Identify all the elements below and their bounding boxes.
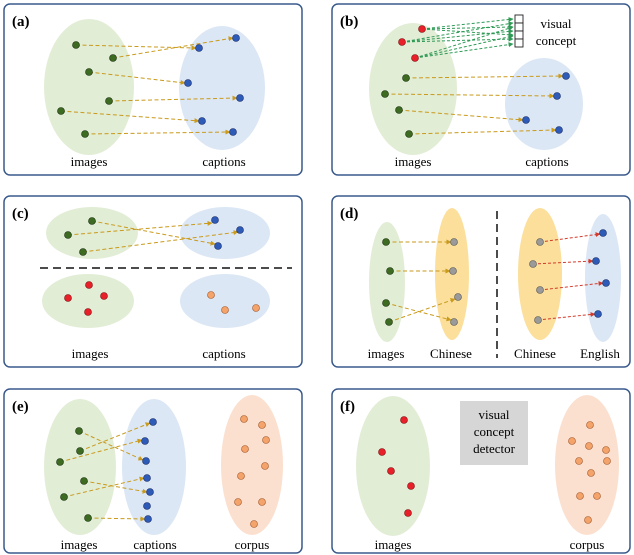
captions-ellipse — [505, 58, 583, 150]
captions-label: captions — [202, 154, 245, 169]
corpus-label: corpus — [570, 537, 605, 552]
alignment-arrows — [384, 73, 564, 135]
captions-ellipse-top — [180, 207, 270, 259]
alignment-arrows — [67, 220, 239, 253]
chinese-dots-left — [449, 238, 462, 326]
alignment-arrows — [385, 239, 456, 323]
images-label: images — [375, 537, 412, 552]
caption-dots — [184, 34, 244, 136]
panel-e: (e) — [3, 388, 303, 554]
captions-ellipse — [122, 399, 186, 535]
images-label: images — [71, 154, 108, 169]
captions-ellipse-bottom — [180, 274, 270, 328]
english-ellipse — [585, 214, 621, 342]
panel-a: (a) images captions — [3, 3, 303, 176]
english-label: English — [580, 346, 620, 361]
red-image-dots — [378, 416, 415, 517]
caption-dots — [141, 418, 157, 523]
alignment-arrows — [59, 422, 151, 522]
images-ellipse — [356, 396, 430, 536]
captions-label: captions — [133, 537, 176, 552]
images-ellipse-bottom — [42, 274, 134, 328]
panel-b-tag: (b) — [340, 14, 358, 30]
captions-label: captions — [202, 346, 245, 361]
chinese-label-left: Chinese — [430, 346, 472, 361]
images-label: images — [368, 346, 405, 361]
red-image-dots — [398, 25, 426, 62]
image-dots — [56, 427, 92, 522]
corpus-label: corpus — [235, 537, 270, 552]
panel-d: (d) — [331, 195, 631, 368]
translation-arrows — [532, 232, 604, 321]
panel-d-tag: (d) — [340, 206, 358, 222]
images-label: images — [395, 154, 432, 169]
images-ellipse — [44, 399, 116, 535]
panel-c-tag: (c) — [12, 206, 29, 222]
english-dots — [592, 229, 610, 318]
chinese-label-right: Chinese — [514, 346, 556, 361]
red-image-dots — [64, 281, 108, 316]
captions-label: captions — [525, 154, 568, 169]
orange-caption-dots — [207, 291, 260, 314]
alignment-arrows — [60, 36, 238, 135]
caption-dots — [211, 216, 244, 250]
panel-a-tag: (a) — [12, 14, 30, 30]
concept-arrows — [401, 17, 514, 59]
images-ellipse — [369, 222, 405, 342]
image-dots — [64, 217, 96, 256]
corpus-ellipse — [221, 395, 283, 535]
detector-label-line2: concept — [474, 424, 515, 439]
images-ellipse — [44, 19, 134, 155]
visual-concept-detector-box — [460, 401, 528, 465]
images-label: images — [61, 537, 98, 552]
detector-label-line1: visual — [478, 407, 509, 422]
images-ellipse-top — [46, 207, 138, 259]
panel-f: (f) visual concept detector images corpu — [331, 388, 631, 554]
detector-label-line3: detector — [473, 441, 516, 456]
visual-concept-label-line2: concept — [536, 33, 577, 48]
corpus-dots — [568, 421, 611, 524]
corpus-ellipse — [555, 395, 619, 535]
images-label: images — [72, 346, 109, 361]
chinese-dots-right — [529, 238, 544, 324]
panel-b: (b) visual concept — [331, 3, 631, 176]
image-dots — [382, 238, 394, 326]
caption-dots — [522, 72, 570, 134]
panel-f-tag: (f) — [340, 399, 355, 415]
visual-concept-boxes — [514, 14, 524, 48]
images-ellipse — [369, 23, 457, 155]
image-dots — [57, 41, 117, 138]
panel-e-tag: (e) — [12, 399, 29, 415]
corpus-dots — [234, 415, 270, 528]
panel-c: (c) image — [3, 195, 303, 368]
visual-concept-label-line1: visual — [540, 16, 571, 31]
image-dots — [381, 74, 413, 138]
